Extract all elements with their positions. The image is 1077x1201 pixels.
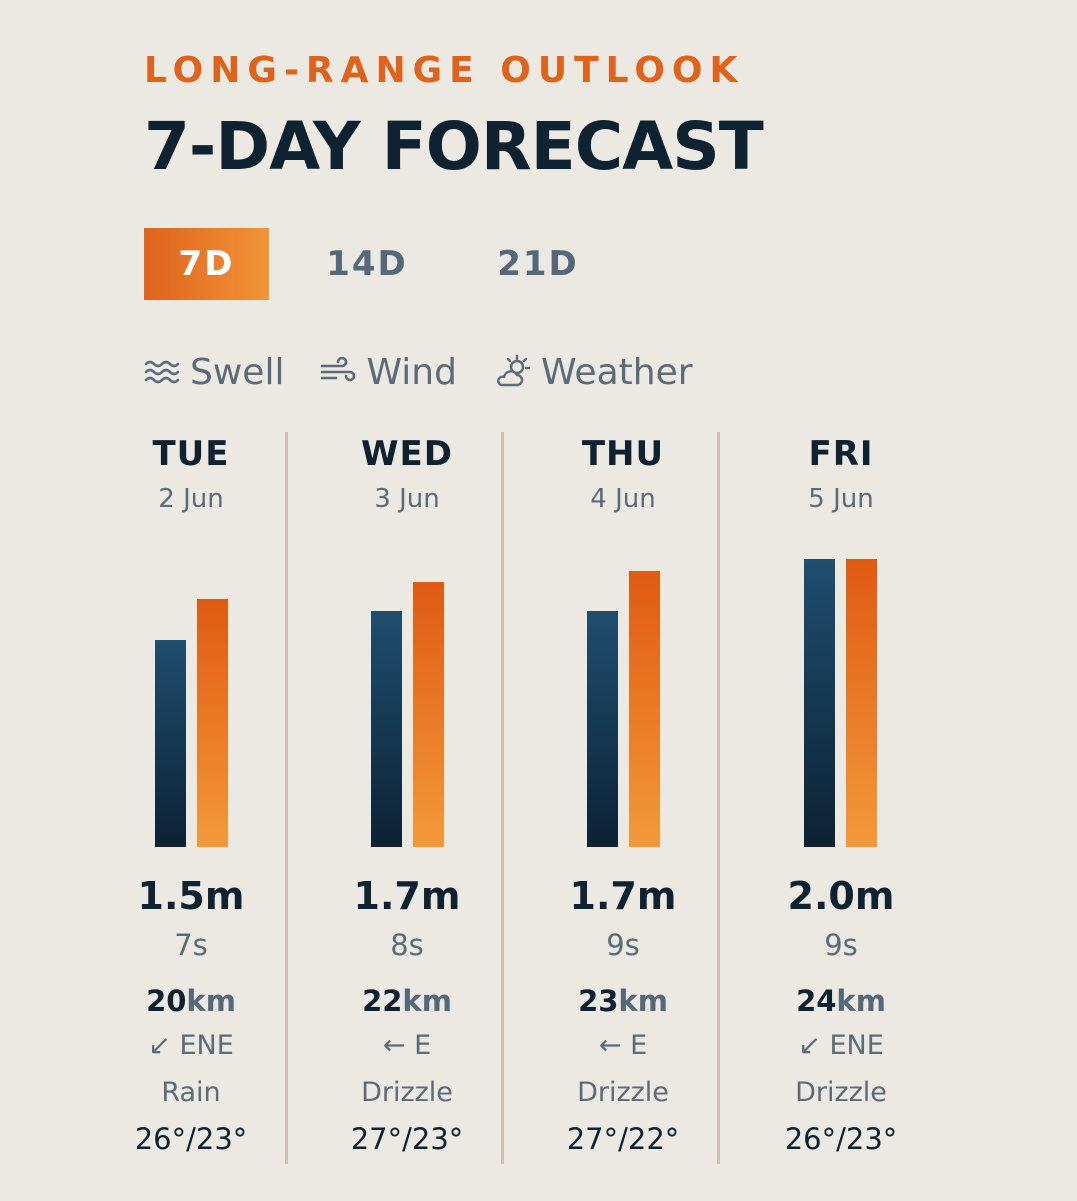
wind-bar (197, 599, 228, 847)
wind-direction: ← E (598, 1030, 648, 1061)
day-bars (733, 432, 949, 847)
swell-bar (371, 611, 402, 847)
day-date: 4 Jun (590, 484, 656, 514)
weather-condition: Drizzle (795, 1077, 887, 1108)
day-date: 3 Jun (374, 484, 440, 514)
swell-height: 1.5m (137, 874, 245, 918)
temperature-range: 27°/23° (350, 1122, 464, 1156)
wind-icon (321, 357, 356, 382)
wind-speed-unit: km (402, 984, 452, 1018)
day-divider (717, 432, 720, 1164)
day-of-week: WED (361, 434, 453, 474)
swell-period: 9s (824, 928, 858, 962)
wind-bar (846, 559, 877, 847)
day-column-wed[interactable]: WED 3 Jun 1.7m 8s 22km ← E Drizzle 27°/2… (299, 432, 515, 1164)
day-date: 5 Jun (808, 484, 874, 514)
day-of-week: THU (581, 434, 665, 474)
day-column-thu[interactable]: THU 4 Jun 1.7m 9s 23km ← E Drizzle 27°/2… (515, 432, 731, 1164)
eyebrow-label: LONG-RANGE OUTLOOK (144, 50, 745, 91)
wind-direction: ↙ ENE (148, 1030, 234, 1061)
wind-speed: 23km (515, 984, 731, 1018)
day-date: 2 Jun (158, 484, 224, 514)
day-of-week: FRI (808, 434, 874, 474)
tab-21d[interactable]: 21D (497, 244, 579, 284)
wind-speed-unit: km (836, 984, 886, 1018)
swell-bar (587, 611, 618, 847)
day-of-week: TUE (152, 434, 230, 474)
wind-speed-unit: km (618, 984, 668, 1018)
legend-swell: Swell (144, 352, 284, 393)
wind-speed-value: 22 (362, 984, 403, 1018)
wind-speed: 20km (83, 984, 299, 1018)
wind-bar (629, 571, 660, 847)
legend-wind: Wind (320, 351, 457, 393)
day-divider (285, 432, 288, 1164)
swell-period: 8s (390, 928, 424, 962)
weather-condition: Drizzle (577, 1077, 669, 1108)
wind-direction: ← E (382, 1030, 432, 1061)
temperature-range: 27°/22° (566, 1122, 680, 1156)
day-bars (299, 432, 515, 847)
wind-speed: 22km (299, 984, 515, 1018)
wind-speed-unit: km (186, 984, 236, 1018)
wind-speed-value: 23 (578, 984, 619, 1018)
temperature-range: 26°/23° (134, 1122, 248, 1156)
day-divider (501, 432, 504, 1164)
wind-direction: ↙ ENE (798, 1030, 884, 1061)
wind-speed: 24km (733, 984, 949, 1018)
legend-weather: Weather (493, 352, 693, 393)
temperature-range: 26°/23° (784, 1122, 898, 1156)
legend-weather-label: Weather (540, 351, 693, 393)
legend-wind-label: Wind (366, 351, 457, 393)
wind-bar (413, 582, 444, 847)
weather-condition: Rain (161, 1077, 221, 1108)
range-tabs: 7D 14D 21D (144, 228, 611, 300)
weather-condition: Drizzle (361, 1077, 453, 1108)
swell-bar (804, 559, 835, 847)
tab-7d[interactable]: 7D (144, 228, 269, 300)
swell-period: 7s (174, 928, 208, 962)
page-title: 7-DAY FORECAST (144, 108, 764, 185)
swell-bar (155, 640, 186, 847)
legend: Swell Wind Weather (144, 344, 729, 400)
day-bars (83, 432, 299, 847)
wind-speed-value: 24 (796, 984, 837, 1018)
day-column-fri[interactable]: FRI 5 Jun 2.0m 9s 24km ↙ ENE Drizzle 26°… (733, 432, 949, 1164)
day-bars (515, 432, 731, 847)
swell-height: 1.7m (569, 874, 677, 918)
tab-14d[interactable]: 14D (326, 244, 408, 284)
sun-cloud-icon (496, 355, 531, 387)
day-column-tue[interactable]: TUE 2 Jun 1.5m 7s 20km ↙ ENE Rain 26°/23… (83, 432, 299, 1164)
waves-icon (144, 360, 180, 384)
legend-swell-label: Swell (190, 351, 285, 393)
swell-height: 2.0m (787, 874, 895, 918)
swell-height: 1.7m (353, 874, 461, 918)
forecast-days: TUE 2 Jun 1.5m 7s 20km ↙ ENE Rain 26°/23… (83, 432, 949, 1164)
swell-period: 9s (606, 928, 640, 962)
wind-speed-value: 20 (146, 984, 187, 1018)
